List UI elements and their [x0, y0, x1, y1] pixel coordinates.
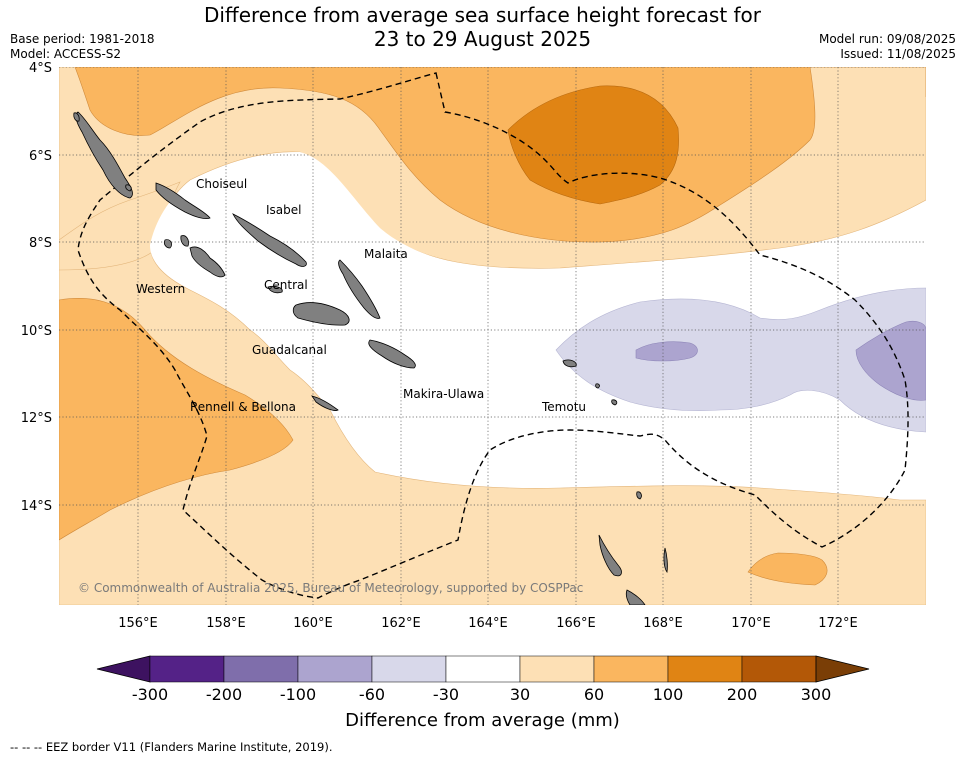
island-choiseul	[155, 182, 211, 220]
lon-tick-label: 170°E	[731, 616, 771, 631]
colorbar-tick-label: -300	[132, 685, 168, 704]
lon-tick-label: 164°E	[468, 616, 508, 631]
colorbar-tick-label: -30	[433, 685, 459, 704]
island-small-1	[595, 383, 600, 389]
anomaly-contour-minus60-100-central	[635, 341, 698, 362]
lon-tick-label: 158°E	[206, 616, 246, 631]
lat-tick-label: 14°S	[21, 499, 52, 514]
title-line-1: Difference from average sea surface heig…	[203, 3, 762, 27]
label-isabel: Isabel	[266, 203, 301, 217]
label-guadalcanal: Guadalcanal	[252, 343, 327, 357]
copyright-notice: © Commonwealth of Australia 2025, Bureau…	[78, 581, 583, 595]
anomaly-contour-30-60-wedge	[59, 181, 181, 271]
island-malakula	[625, 589, 646, 605]
island-maewo	[663, 547, 668, 574]
colorbar-cell	[667, 655, 743, 683]
islands	[73, 111, 668, 605]
island-guadalcanal	[292, 302, 350, 326]
label-central: Central	[264, 278, 308, 292]
colorbar-tick-labels: -300 -200 -100 -60 -30 30 60 100 200 300	[132, 685, 831, 704]
region-labels: Choiseul Isabel Malaita Western Central …	[136, 177, 586, 414]
lon-tick-label: 168°E	[643, 616, 683, 631]
colorbar-cells	[96, 655, 870, 683]
colorbar-tick-label: 60	[584, 685, 604, 704]
lat-tick-label: 12°S	[21, 411, 52, 426]
colorbar-tick-label: 100	[653, 685, 684, 704]
colorbar-cell	[593, 655, 669, 683]
colorbar-cell	[445, 655, 521, 683]
island-espiritu-santo	[598, 534, 622, 577]
island-buka	[73, 112, 80, 122]
island-bougainville	[75, 111, 133, 199]
colorbar-label: Difference from average (mm)	[345, 710, 620, 731]
island-vella-lavella	[180, 235, 189, 247]
map-field: Choiseul Isabel Malaita Western Central …	[59, 67, 926, 605]
base-period: Base period: 1981-2018	[10, 32, 155, 46]
island-new-georgia	[189, 246, 226, 278]
island-rennell	[311, 395, 339, 411]
island-nendo	[562, 359, 577, 368]
eez-legend-note: -- -- -- EEZ border V11 (Flanders Marine…	[10, 740, 333, 754]
colorbar-tick-label: 200	[727, 685, 758, 704]
island-florida	[267, 285, 283, 294]
latitude-axis: 4°S 6°S 8°S 10°S 12°S 14°S	[21, 61, 52, 514]
graticule	[59, 67, 926, 605]
chart-title: Difference from average sea surface heig…	[0, 3, 965, 51]
colorbar-tick-label: -100	[280, 685, 316, 704]
island-small-3	[125, 184, 132, 192]
meta-right: Model run: 09/08/2025 Issued: 11/08/2025	[819, 32, 956, 62]
colorbar-cell	[149, 655, 225, 683]
issued-date: Issued: 11/08/2025	[840, 47, 956, 61]
lat-tick-label: 6°S	[29, 149, 52, 164]
colorbar-tick-label: -60	[359, 685, 385, 704]
colorbar-tick-label: 300	[801, 685, 832, 704]
island-kolombangara	[163, 239, 173, 249]
island-small-2	[611, 399, 618, 406]
lon-tick-label: 166°E	[556, 616, 596, 631]
longitude-axis: 156°E 158°E 160°E 162°E 164°E 166°E 168°…	[118, 616, 858, 631]
colorbar-extend-high	[815, 655, 870, 683]
model-run: Model run: 09/08/2025	[818, 32, 956, 46]
lat-tick-label: 8°S	[29, 236, 52, 251]
anomaly-contour-60-100-north	[74, 67, 926, 243]
colorbar-tick-label: -200	[206, 685, 242, 704]
label-makira-ulawa: Makira-Ulawa	[403, 387, 484, 401]
island-malaita	[338, 259, 381, 319]
title-line-2: 23 to 29 August 2025	[373, 27, 592, 51]
meta-left: Base period: 1981-2018 Model: ACCESS-S2	[10, 32, 155, 62]
label-malaita: Malaita	[364, 247, 408, 261]
lon-tick-label: 172°E	[818, 616, 858, 631]
label-temotu: Temotu	[541, 400, 586, 414]
colorbar-tick-label: 30	[510, 685, 530, 704]
lat-tick-label: 10°S	[21, 324, 52, 339]
label-rennell-bellona: Rennell & Bellona	[190, 400, 296, 414]
island-vanua-lava	[636, 491, 642, 500]
lon-tick-label: 162°E	[381, 616, 421, 631]
colorbar-cell	[741, 655, 817, 683]
lon-tick-label: 156°E	[118, 616, 158, 631]
anomaly-contour-minus30-60	[555, 287, 926, 433]
colorbar-cell	[519, 655, 595, 683]
anomaly-contour-minus60-100-east	[855, 320, 926, 401]
colorbar-cell	[297, 655, 373, 683]
model-name: Model: ACCESS-S2	[10, 47, 122, 61]
label-choiseul: Choiseul	[196, 177, 247, 191]
colorbar-extend-low	[96, 655, 151, 683]
island-isabel	[232, 213, 307, 267]
label-western: Western	[136, 282, 185, 296]
anomaly-contour-60-100-southeast	[747, 552, 828, 586]
lon-tick-label: 160°E	[293, 616, 333, 631]
island-makira	[368, 339, 416, 369]
colorbar-cell	[371, 655, 447, 683]
lat-tick-label: 4°S	[29, 61, 52, 76]
colorbar-cell	[223, 655, 299, 683]
